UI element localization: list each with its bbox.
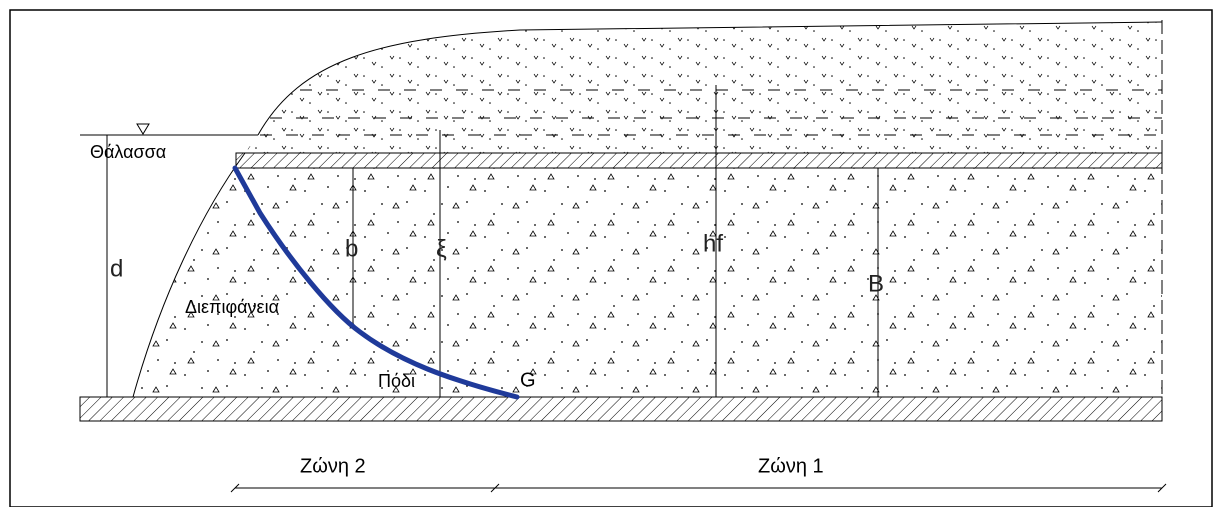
zone2-label: Ζώνη 2: [300, 455, 366, 477]
toe-point-label: G: [520, 369, 536, 391]
dim-hf: hf: [703, 230, 723, 257]
dim-B: B: [868, 270, 884, 297]
frame: [9, 9, 1213, 507]
zone-line: [230, 483, 1167, 493]
zone1-label: Ζώνη 1: [758, 455, 824, 477]
upper-fill: [245, 22, 1162, 153]
toe-label: Πόδι: [378, 371, 415, 391]
dim-xi: ξ: [436, 235, 447, 262]
sand-layer: [133, 168, 1162, 397]
interface-label: Διεπιφάνεια: [185, 297, 279, 317]
fill-surface: [257, 21, 1163, 136]
dim-b: b: [345, 235, 358, 262]
dimension-lines: [106, 85, 879, 397]
interface-line: [232, 165, 520, 400]
dim-d: d: [110, 255, 123, 282]
base-layer: [79, 396, 1163, 422]
middle-layer: [235, 152, 1163, 169]
sea-label: Θάλασσα: [90, 142, 166, 162]
sea-level-symbol: [136, 123, 150, 135]
slope: [132, 152, 246, 398]
